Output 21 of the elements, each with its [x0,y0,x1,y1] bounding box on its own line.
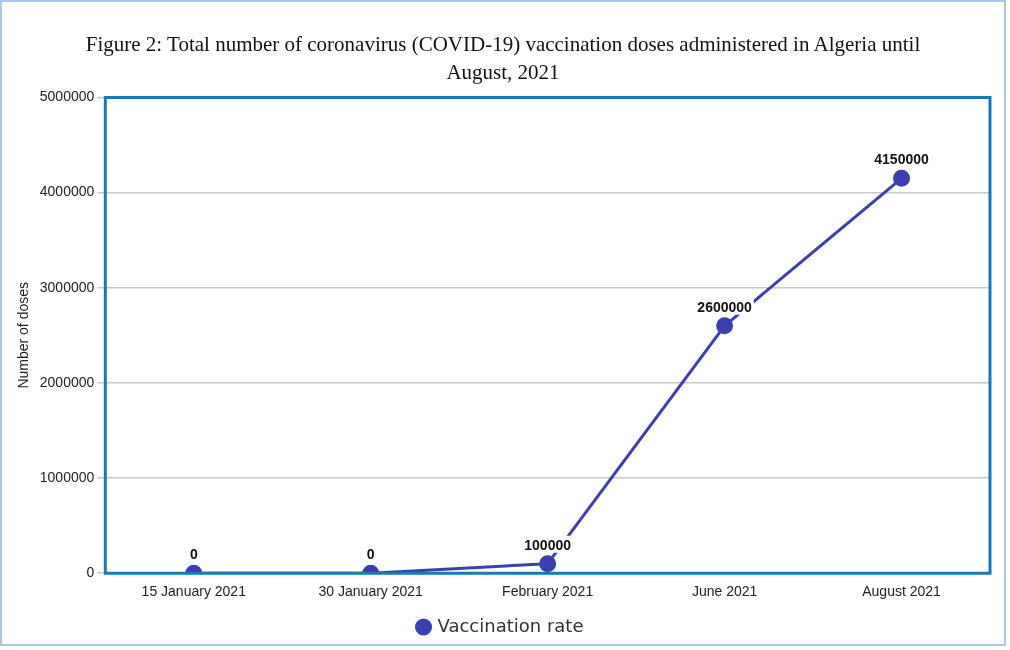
data-label: 0 [189,546,198,563]
x-tick-label: 15 January 2021 [141,583,247,600]
y-tick-label: 5000000 [39,88,95,105]
data-label: 2600000 [697,298,753,315]
y-tick-label: 0 [86,564,95,581]
x-tick-label: February 2021 [502,583,594,600]
y-tick-label: 3000000 [39,278,95,295]
data-label: 100000 [524,536,572,553]
x-tick-label: August 2021 [862,583,942,600]
y-tick-label: 4000000 [39,183,95,200]
x-tick-label: 30 January 2021 [318,583,424,600]
data-label: 4150000 [874,151,929,168]
y-tick-label: 2000000 [39,373,95,390]
y-tick-label: 1000000 [39,468,95,485]
point [716,317,734,335]
chart-title: Figure 2: Total number of coronavirus (COVID-19) vaccination doses administered in Algeria until August, 2021 [84,31,922,86]
x-tick-label: June 2021 [691,583,758,600]
y-axis-title: Number of doses [15,282,32,389]
point [893,169,911,187]
legend-label: Vaccination rate [437,614,584,636]
data-label: 0 [366,546,375,563]
